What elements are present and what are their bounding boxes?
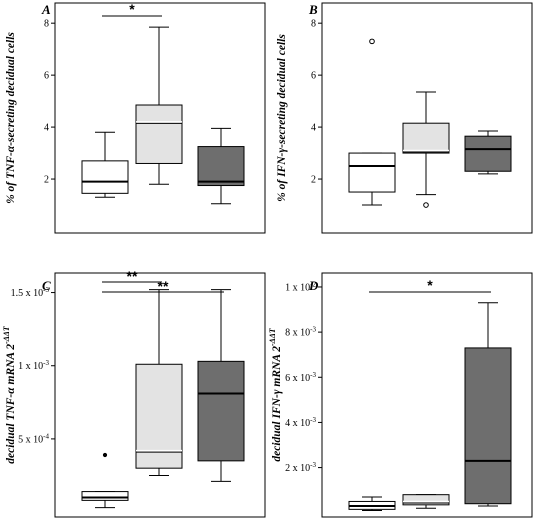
- box-group-3: [197, 289, 245, 482]
- y-tick-label: 1.5 x 10-3: [11, 286, 50, 299]
- box-group-2: [135, 289, 183, 476]
- box: [197, 360, 245, 462]
- box-group-1: [81, 452, 129, 509]
- y-tick-label: 8: [311, 19, 316, 30]
- box: [464, 347, 512, 505]
- y-tick-label: 2 x 10-3: [285, 461, 316, 474]
- y-tick-label: 6: [44, 71, 49, 82]
- panel-b: B 2 4 6 8 % of IFN-γ-secreting decidual cells: [276, 2, 533, 234]
- y-tick-label: 4 x 10-3: [285, 416, 316, 429]
- significance-label: **: [127, 268, 138, 284]
- panel-c: C 5 x 10-4 1 x 10-3 1.5 x 10-3 decidual TNF-…: [2, 268, 266, 518]
- y-tick-label: 6: [311, 71, 316, 82]
- panel-letter: B: [308, 2, 318, 17]
- box: [402, 494, 450, 506]
- plot-frame: [321, 2, 533, 234]
- box: [464, 135, 512, 172]
- panel-a: A 2 4 6 8 % of TNF-α-secreting decidual cells…: [5, 1, 266, 234]
- significance-label: *: [129, 1, 135, 17]
- y-tick-label: 2: [311, 175, 316, 186]
- y-tick-label: 5 x 10-4: [18, 432, 49, 445]
- box-group-3: [197, 127, 245, 205]
- y-tick-label: 8: [44, 19, 49, 30]
- panel-letter: D: [308, 278, 319, 293]
- y-axis-label: decidual TNF-α mRNA 2-ΔΔT: [2, 325, 17, 463]
- y-tick-label: 1 x 10-3: [18, 359, 49, 372]
- outlier-point: [102, 452, 108, 458]
- y-tick-label: 4: [44, 123, 49, 134]
- significance-label: **: [158, 278, 169, 294]
- plot-frame: [321, 272, 533, 518]
- outlier-point: [369, 38, 375, 45]
- box: [348, 152, 396, 193]
- y-axis-label: % of IFN-γ-secreting decidual cells: [276, 34, 288, 202]
- y-axis-label: % of TNF-α-secreting decidual cells: [5, 32, 17, 204]
- panel-letter: C: [42, 278, 51, 293]
- box-group-3: [464, 130, 512, 175]
- y-tick-label: 6 x 10-3: [285, 371, 316, 384]
- box-group-1: [348, 496, 396, 511]
- significance-label: *: [427, 277, 433, 293]
- box: [402, 122, 450, 154]
- box: [81, 491, 129, 501]
- panel-d: D 2 x 10-3 4 x 10-3 6 x 10-3 8 x 10-3 1 x 10-…: [268, 272, 533, 518]
- box-group-2: [402, 494, 450, 509]
- plot-frame: [54, 272, 266, 518]
- panel-letter: A: [41, 2, 51, 17]
- y-tick-label: 4: [311, 123, 316, 134]
- y-axis-label: decidual IFN-γ mRNA 2-ΔΔT: [268, 327, 283, 461]
- box-group-2: [402, 91, 450, 208]
- y-tick-label: 2: [44, 175, 49, 186]
- y-tick-label: 8 x 10-3: [285, 326, 316, 339]
- box-group-3: [464, 302, 512, 507]
- plot-frame: [54, 2, 266, 234]
- outlier-point: [423, 202, 429, 208]
- y-tick-label: 1 x 10-2: [285, 280, 316, 293]
- box-group-1: [81, 131, 129, 198]
- box-group-2: [135, 26, 183, 185]
- box: [197, 146, 245, 187]
- box-group-1: [348, 38, 396, 206]
- box: [81, 160, 129, 194]
- box: [135, 104, 183, 164]
